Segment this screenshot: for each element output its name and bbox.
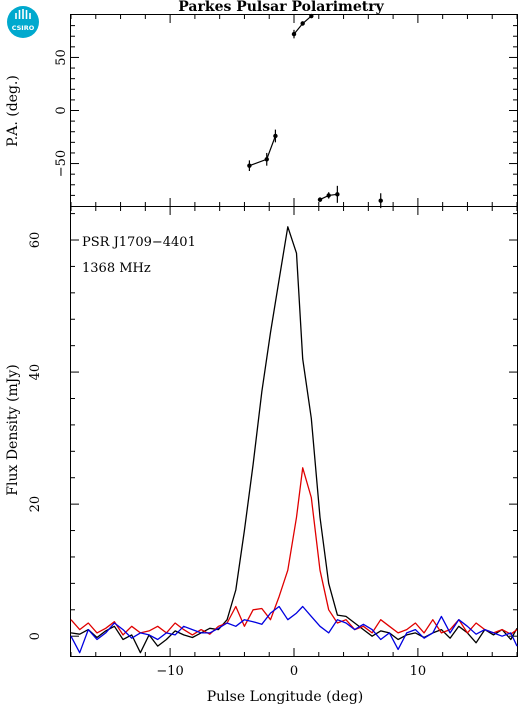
flux-y-tick-label: 60 [28,232,43,249]
chart-title: Parkes Pulsar Polarimetry [178,0,384,15]
pa-point [273,133,278,139]
flux-y-tick-label: 20 [28,496,43,513]
flux-series-line-1 [70,467,518,636]
pa-y-tick-label: 0 [54,106,69,114]
pa-point [291,31,297,37]
pa-data-points [247,13,383,209]
flux-y-axis-label: Flux Density (mJy) [5,364,21,495]
pa-point [300,21,305,26]
csiro-logo: CSIRO [7,6,39,38]
pa-point [264,157,269,162]
csiro-logo-text: CSIRO [12,24,35,32]
pa-segment-line [249,135,276,167]
flux-y-tick-label: 0 [28,632,43,640]
pa-point [309,13,314,19]
pa-point [335,192,340,197]
pa-point [326,193,331,198]
pulsar-name-annotation: PSR J1709−4401 [82,235,196,250]
pa-point [378,198,383,203]
flux-profile-lines [70,226,518,654]
flux-y-tick-label: 40 [28,364,43,381]
flux-y-tick-labels: 0 20 40 60 [28,232,43,641]
flux-x-tick-label: 10 [410,664,427,679]
flux-x-tick-label: −10 [156,664,183,679]
flux-series-line-0 [70,226,518,654]
pa-point [317,197,323,202]
x-axis-label: Pulse Longitude (deg) [207,689,364,705]
flux-x-tick-label: 0 [290,664,298,679]
csiro-logo-circle [7,6,39,38]
pa-panel-frame [70,14,518,207]
flux-series-line-2 [70,605,518,654]
pa-y-tick-label: −50 [54,150,69,177]
pa-y-tick-label: 50 [54,49,69,66]
pa-axis-ticks [70,15,518,206]
frequency-annotation: 1368 MHz [82,261,151,276]
pa-point [247,163,252,168]
pa-y-axis-label: P.A. (deg.) [5,75,21,147]
flux-x-tick-labels: −10 0 10 [156,664,426,679]
csiro-logo-bars [15,9,31,19]
flux-axis-ticks [70,207,518,656]
pa-y-tick-labels: −50 0 50 [54,49,69,177]
flux-panel-frame [70,206,518,657]
